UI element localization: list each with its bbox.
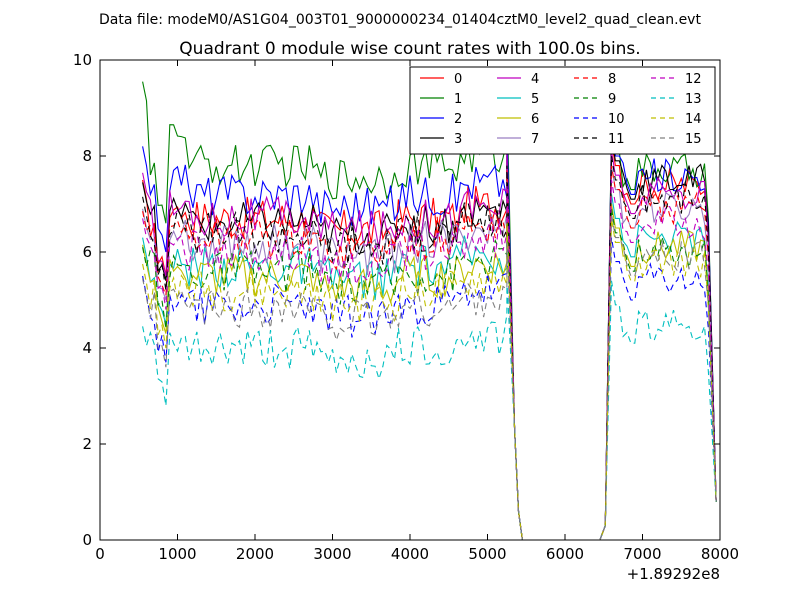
legend-label-13: 13	[685, 92, 702, 107]
legend-label-10: 10	[608, 112, 625, 127]
series-line-12	[142, 179, 717, 541]
y-tick-label: 2	[82, 435, 92, 453]
series-line-11	[142, 155, 717, 541]
y-tick-label: 4	[82, 339, 92, 357]
x-tick-label: 5000	[468, 545, 506, 563]
x-tick-label: 3000	[313, 545, 351, 563]
legend-label-7: 7	[531, 132, 539, 147]
legend-label-14: 14	[685, 112, 702, 127]
legend-label-3: 3	[454, 132, 462, 147]
x-tick-label: 1000	[158, 545, 196, 563]
series-line-8	[142, 165, 717, 541]
legend-label-15: 15	[685, 132, 702, 147]
series-line-15	[142, 213, 717, 541]
series-line-3	[142, 136, 717, 541]
x-tick-label: 6000	[546, 545, 584, 563]
series-line-10	[142, 237, 717, 541]
x-tick-label: 0	[95, 545, 105, 563]
legend-label-12: 12	[685, 72, 702, 87]
legend-label-1: 1	[454, 92, 462, 107]
x-tick-label: 7000	[623, 545, 661, 563]
y-tick-label: 8	[82, 147, 92, 165]
legend-label-8: 8	[608, 72, 616, 87]
x-tick-label: 8000	[701, 545, 739, 563]
series-line-0	[142, 141, 717, 541]
legend-label-6: 6	[531, 112, 539, 127]
chart-title: Quadrant 0 module wise count rates with …	[179, 39, 640, 59]
x-tick-label: 2000	[236, 545, 274, 563]
legend-label-4: 4	[531, 72, 539, 87]
legend-label-2: 2	[454, 112, 462, 127]
series-line-4	[142, 151, 717, 541]
legend-label-5: 5	[531, 92, 539, 107]
legend-label-9: 9	[608, 92, 616, 107]
x-offset-label: +1.89292e8	[627, 565, 720, 583]
legend-label-11: 11	[608, 132, 625, 147]
series-line-14	[142, 218, 717, 541]
y-tick-label: 10	[73, 51, 92, 69]
x-tick-label: 4000	[391, 545, 429, 563]
series-layer	[142, 81, 717, 541]
series-line-6	[142, 203, 717, 541]
y-tick-label: 6	[82, 243, 92, 261]
series-line-13	[142, 280, 717, 541]
legend-frame	[409, 66, 716, 155]
suptitle: Data file: modeM0/AS1G04_003T01_90000002…	[99, 12, 701, 28]
y-tick-label: 0	[82, 531, 92, 549]
series-line-9	[142, 203, 717, 541]
series-line-2	[142, 127, 717, 541]
legend-label-0: 0	[454, 72, 462, 87]
